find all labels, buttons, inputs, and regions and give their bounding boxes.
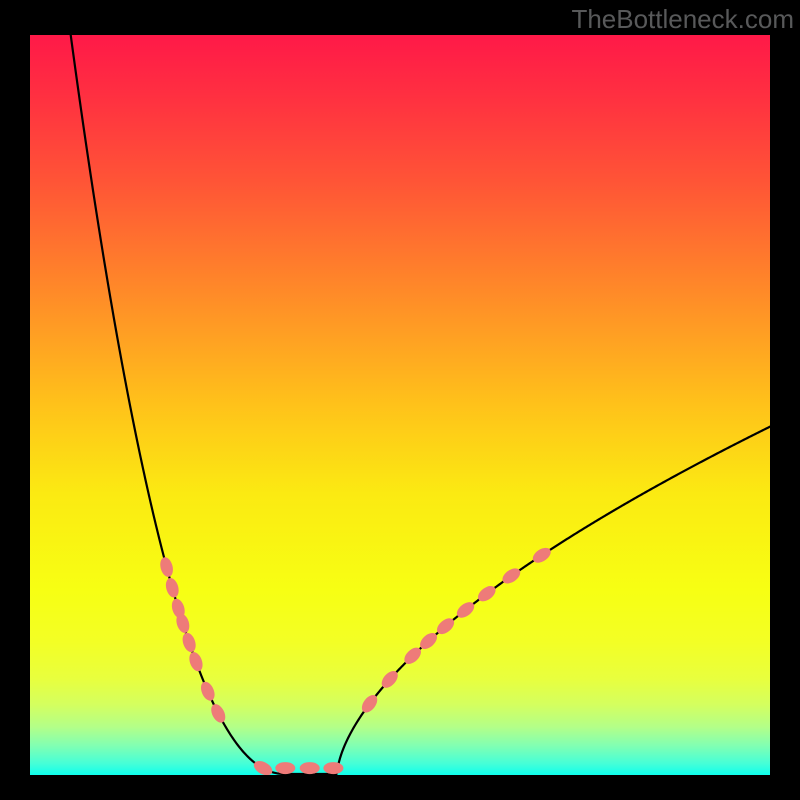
figure-root: TheBottleneck.com xyxy=(0,0,800,800)
watermark-text: TheBottleneck.com xyxy=(571,4,794,35)
gradient-background xyxy=(30,35,770,775)
plot-area xyxy=(30,35,770,775)
